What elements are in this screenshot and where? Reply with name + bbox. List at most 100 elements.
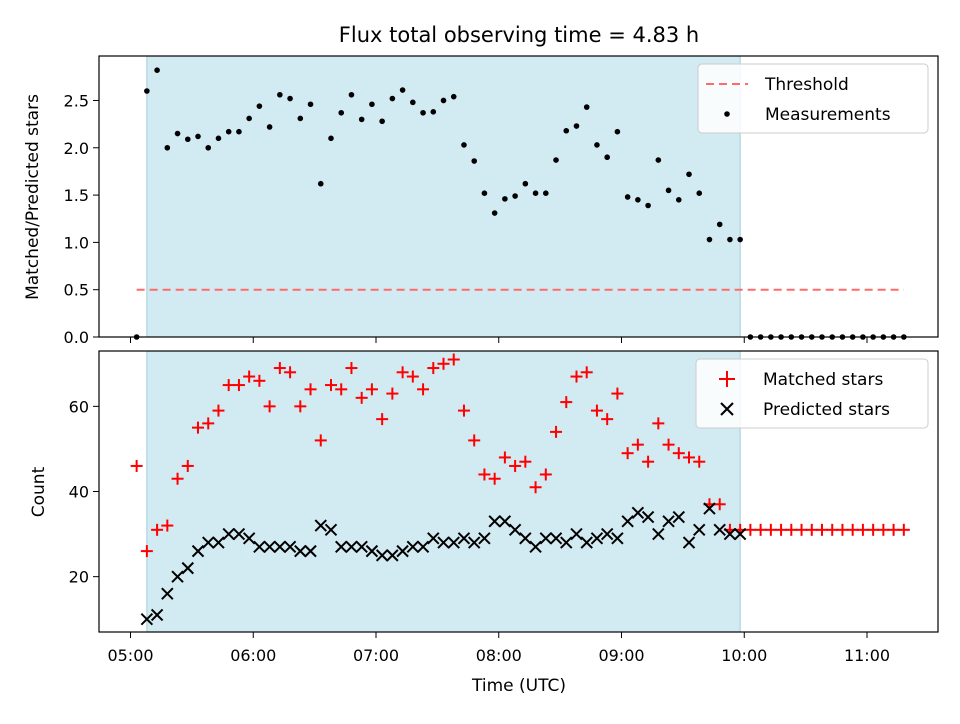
bottom-axes: 20 40 60 05:00 06:00 07:00 08:00 09:00 10:00 11:0… <box>69 397 890 665</box>
measurement-point <box>307 101 314 108</box>
measurement-point <box>389 95 396 102</box>
predicted-star-point <box>294 544 307 558</box>
predicted-star-point <box>161 587 174 600</box>
predicted-star-point <box>590 532 604 545</box>
matched-star-point <box>826 523 839 536</box>
predicted-star-point <box>365 544 379 558</box>
matched-star-point <box>683 451 696 464</box>
bottom-legend: Matched stars Predicted stars <box>695 358 929 429</box>
measurement-point <box>491 210 498 216</box>
matched-star-point <box>550 425 563 438</box>
matched-star-point <box>202 417 215 430</box>
measurement-point <box>563 127 570 134</box>
measurement-point <box>665 187 672 194</box>
matched-star-point <box>805 523 818 536</box>
predicted-star-point <box>375 549 389 562</box>
matched-star-point <box>130 459 143 472</box>
predicted-star-point <box>202 536 215 549</box>
measurement-point <box>369 101 375 108</box>
predicted-star-point <box>355 540 368 554</box>
measurement-point <box>174 130 181 137</box>
matched-star-point <box>212 404 225 417</box>
predicted-star-point <box>447 536 460 549</box>
matched-star-point <box>181 459 194 472</box>
matched-star-point <box>867 523 880 536</box>
matched-star-point <box>417 383 430 396</box>
matched-star-point <box>355 391 368 404</box>
predicted-star-point <box>560 536 573 549</box>
predicted-star-point <box>631 506 645 519</box>
predicted-star-point <box>212 536 225 549</box>
legend-matched-label: Matched stars <box>763 370 883 390</box>
predicted-star-point <box>703 502 716 515</box>
predicted-star-point <box>693 523 706 537</box>
matched-star-point <box>570 370 583 383</box>
predicted-star-point <box>457 532 471 545</box>
matched-star-point <box>642 455 655 468</box>
predicted-star-point <box>600 527 614 541</box>
matched-star-point <box>877 523 890 536</box>
matched-star-point <box>222 379 235 392</box>
bottom-shaded-span <box>146 350 741 633</box>
matched-star-point <box>263 400 276 413</box>
matched-star-point <box>335 383 348 396</box>
matched-star-point <box>672 447 685 460</box>
matched-star-point <box>151 523 164 536</box>
predicted-star-point <box>539 532 553 545</box>
measurement-point <box>614 128 621 135</box>
measurement-point <box>154 67 160 73</box>
measurement-point <box>215 135 222 142</box>
predicted-star-point <box>232 527 246 541</box>
predicted-star-point <box>713 523 726 537</box>
matched-star-point <box>396 366 409 379</box>
measurement-point <box>543 190 549 196</box>
measurement-point <box>379 118 385 125</box>
measurement-point <box>655 157 662 163</box>
measurement-point <box>430 109 437 115</box>
predicted-star-point <box>478 532 491 545</box>
legend-predicted-swatch <box>720 402 734 416</box>
predicted-star-point <box>386 549 399 562</box>
measurement-point <box>266 124 273 130</box>
matched-star-point <box>836 523 849 536</box>
x-axis-label: Time (UTC) <box>471 676 566 696</box>
measurement-point <box>440 97 447 104</box>
matched-star-point <box>284 366 297 379</box>
legend-measurements-label: Measurements <box>765 105 891 125</box>
legend-threshold-label: Threshold <box>764 75 849 95</box>
measurement-point <box>164 144 171 151</box>
matched-star-point <box>601 413 614 426</box>
predicted-star-point <box>345 540 358 554</box>
matched-star-point <box>427 362 440 375</box>
bottom-plot-panel: 20 40 60 05:00 06:00 07:00 08:00 09:00 10:00 11:0… <box>29 350 939 696</box>
predicted-star-point <box>314 519 327 532</box>
measurement-point <box>358 116 365 123</box>
top-axes: 0.0 0.5 1.0 1.5 2.0 2.5 <box>64 91 868 347</box>
matched-star-point <box>795 523 808 536</box>
measurement-point <box>481 190 488 196</box>
matched-star-point <box>243 370 256 383</box>
measurement-point <box>410 99 416 106</box>
predicted-star-point <box>641 510 655 524</box>
matched-star-point <box>232 379 245 392</box>
measurement-point <box>450 93 457 100</box>
measurement-point <box>287 95 293 102</box>
matched-star-point <box>846 523 859 536</box>
predicted-star-point <box>181 561 194 575</box>
measurement-point <box>737 236 743 243</box>
legend-measurements-swatch <box>724 111 730 117</box>
predicted-star-point <box>416 540 430 554</box>
matched-star-point <box>856 523 869 536</box>
predicted-star-point <box>529 540 542 554</box>
measurement-point <box>225 128 232 135</box>
x-tick-label: 07:00 <box>353 646 399 665</box>
legend-matched-swatch <box>719 371 735 387</box>
top-plot-panel: 0.0 0.5 1.0 1.5 2.0 2.5 Matched/Predicted sta… <box>23 55 939 347</box>
predicted-star-point <box>682 536 696 549</box>
predicted-star-point <box>672 510 685 524</box>
measurement-point <box>328 135 334 142</box>
x-tick-label: 11:00 <box>844 646 890 665</box>
bottom-y-axis-label: Count <box>29 466 49 517</box>
x-tick-label: 08:00 <box>476 646 522 665</box>
